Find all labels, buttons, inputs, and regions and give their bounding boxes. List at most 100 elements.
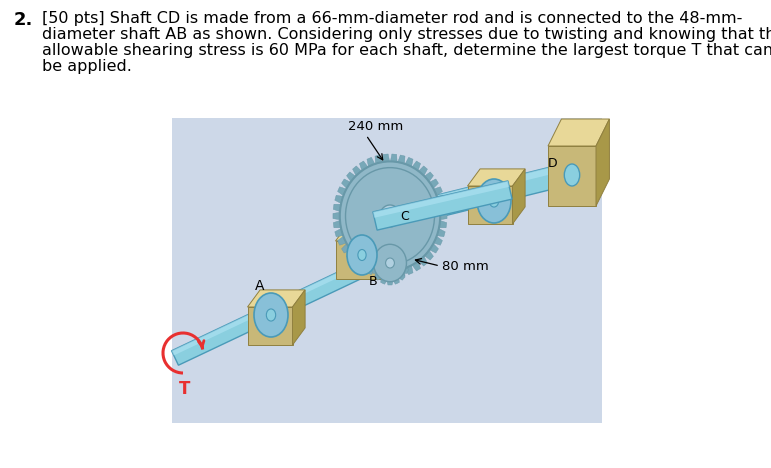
Polygon shape — [383, 270, 389, 278]
Polygon shape — [387, 162, 574, 229]
Bar — [172, 118, 602, 423]
Polygon shape — [412, 262, 420, 271]
Polygon shape — [352, 166, 362, 176]
Polygon shape — [371, 260, 373, 266]
Ellipse shape — [373, 244, 406, 282]
Polygon shape — [429, 244, 439, 253]
Ellipse shape — [266, 309, 276, 321]
Polygon shape — [387, 282, 393, 285]
Polygon shape — [548, 119, 609, 146]
Polygon shape — [375, 155, 382, 164]
Polygon shape — [439, 204, 446, 212]
Text: T: T — [180, 380, 190, 398]
Polygon shape — [439, 220, 446, 228]
Polygon shape — [247, 290, 305, 307]
Polygon shape — [394, 242, 399, 247]
Polygon shape — [338, 187, 346, 196]
Polygon shape — [437, 228, 445, 237]
Text: B: B — [369, 275, 377, 288]
Bar — [548, 146, 596, 206]
Polygon shape — [342, 244, 351, 253]
Text: 240 mm: 240 mm — [348, 120, 403, 133]
Polygon shape — [398, 268, 405, 277]
Polygon shape — [429, 179, 439, 188]
Polygon shape — [333, 204, 341, 212]
Polygon shape — [372, 267, 376, 274]
Text: D: D — [547, 157, 557, 170]
Polygon shape — [172, 253, 381, 356]
Ellipse shape — [358, 249, 366, 261]
Polygon shape — [367, 265, 375, 275]
Ellipse shape — [347, 235, 377, 275]
Bar — [335, 241, 381, 279]
Text: diameter shaft AB as shown. Considering only stresses due to twisting and knowin: diameter shaft AB as shown. Considering … — [42, 27, 771, 42]
Polygon shape — [404, 252, 409, 259]
Text: C: C — [400, 210, 409, 222]
Polygon shape — [387, 162, 571, 214]
Text: allowable shearing stress is 60 MPa for each shaft, determine the largest torque: allowable shearing stress is 60 MPa for … — [42, 43, 771, 58]
Polygon shape — [375, 274, 380, 280]
Polygon shape — [375, 268, 382, 277]
Polygon shape — [373, 181, 510, 218]
Polygon shape — [359, 262, 368, 271]
Polygon shape — [404, 267, 409, 274]
Polygon shape — [406, 265, 413, 275]
Polygon shape — [437, 195, 445, 204]
Polygon shape — [342, 179, 351, 188]
Ellipse shape — [386, 258, 395, 268]
Polygon shape — [394, 279, 399, 284]
Polygon shape — [419, 166, 427, 176]
Bar — [467, 186, 513, 224]
Polygon shape — [467, 169, 525, 186]
Polygon shape — [425, 250, 433, 260]
Polygon shape — [375, 246, 380, 252]
Polygon shape — [419, 256, 427, 266]
Polygon shape — [333, 220, 341, 228]
Polygon shape — [412, 161, 420, 171]
Polygon shape — [390, 270, 397, 278]
Ellipse shape — [477, 179, 511, 223]
Polygon shape — [373, 181, 512, 230]
Ellipse shape — [254, 293, 288, 337]
Polygon shape — [390, 154, 397, 162]
Polygon shape — [596, 119, 609, 206]
Polygon shape — [347, 250, 355, 260]
Ellipse shape — [490, 195, 499, 207]
Text: 2.: 2. — [14, 11, 33, 29]
Ellipse shape — [380, 205, 400, 227]
Polygon shape — [352, 256, 362, 266]
Polygon shape — [434, 236, 443, 245]
Bar — [247, 307, 292, 345]
Polygon shape — [513, 169, 525, 224]
Polygon shape — [338, 236, 346, 245]
Polygon shape — [398, 155, 405, 164]
Polygon shape — [387, 241, 393, 244]
Text: 80 mm: 80 mm — [442, 259, 489, 272]
Polygon shape — [425, 172, 433, 182]
Polygon shape — [333, 212, 340, 219]
Polygon shape — [372, 252, 376, 259]
Text: be applied.: be applied. — [42, 59, 132, 74]
Polygon shape — [335, 224, 393, 241]
Ellipse shape — [564, 164, 580, 186]
Polygon shape — [335, 228, 343, 237]
Ellipse shape — [340, 161, 440, 271]
Polygon shape — [347, 172, 355, 182]
Polygon shape — [440, 212, 447, 219]
Polygon shape — [383, 154, 389, 162]
Polygon shape — [335, 195, 343, 204]
Polygon shape — [406, 260, 409, 266]
Polygon shape — [367, 157, 375, 167]
Polygon shape — [381, 242, 386, 247]
Text: [50 pts] Shaft CD is made from a 66-mm-diameter rod and is connected to the 48-m: [50 pts] Shaft CD is made from a 66-mm-d… — [42, 11, 742, 26]
Polygon shape — [399, 246, 405, 252]
Polygon shape — [381, 224, 393, 279]
Polygon shape — [292, 290, 305, 345]
Polygon shape — [381, 279, 386, 284]
Text: A: A — [255, 279, 264, 293]
Polygon shape — [406, 157, 413, 167]
Polygon shape — [399, 274, 405, 280]
Polygon shape — [172, 253, 386, 365]
Polygon shape — [359, 161, 368, 171]
Polygon shape — [434, 187, 443, 196]
